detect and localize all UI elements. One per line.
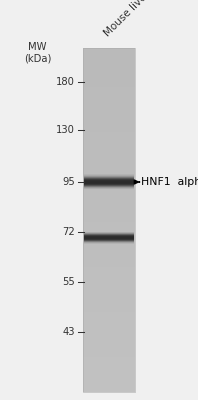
Bar — [84, 186, 134, 187]
Bar — [84, 175, 134, 176]
Bar — [84, 182, 134, 183]
Bar — [84, 175, 134, 176]
Bar — [84, 189, 134, 190]
Bar — [84, 236, 134, 237]
Bar — [84, 242, 134, 243]
Bar — [84, 181, 134, 182]
Bar — [84, 233, 134, 234]
Bar — [84, 179, 134, 180]
Text: 55: 55 — [63, 277, 75, 287]
Bar — [84, 234, 134, 235]
Bar — [84, 174, 134, 175]
Bar — [84, 241, 134, 242]
Bar — [84, 183, 134, 184]
Bar — [84, 238, 134, 239]
Text: 130: 130 — [56, 125, 75, 135]
Bar — [84, 238, 134, 239]
Bar — [84, 187, 134, 188]
Bar — [84, 174, 134, 175]
Bar — [84, 236, 134, 237]
Bar — [84, 178, 134, 179]
Bar — [84, 177, 134, 178]
Bar — [84, 177, 134, 178]
Bar — [84, 181, 134, 182]
Bar — [84, 241, 134, 242]
Bar — [84, 179, 134, 180]
Bar — [84, 183, 134, 184]
Text: 43: 43 — [63, 327, 75, 337]
Bar — [84, 239, 134, 240]
Bar — [84, 235, 134, 236]
Bar — [84, 188, 134, 189]
Bar — [84, 240, 134, 241]
Bar — [84, 243, 134, 244]
Bar — [84, 237, 134, 238]
Bar — [84, 180, 134, 181]
Bar — [84, 179, 134, 180]
Bar — [84, 176, 134, 177]
Bar — [84, 188, 134, 189]
Bar — [84, 184, 134, 185]
Bar — [84, 243, 134, 244]
Bar — [84, 182, 134, 183]
Bar — [84, 237, 134, 238]
Bar — [83, 48, 135, 392]
Bar — [84, 184, 134, 185]
Bar — [84, 180, 134, 181]
Bar — [84, 177, 134, 178]
Bar — [84, 232, 134, 233]
Text: Mouse liver: Mouse liver — [103, 0, 152, 38]
Bar — [84, 240, 134, 241]
Text: 95: 95 — [63, 177, 75, 187]
Bar — [84, 185, 134, 186]
Bar — [84, 233, 134, 234]
Bar — [84, 241, 134, 242]
Bar — [84, 178, 134, 179]
Bar — [84, 178, 134, 179]
Bar — [84, 181, 134, 182]
Bar — [84, 235, 134, 236]
Text: 180: 180 — [56, 77, 75, 87]
Bar — [84, 186, 134, 187]
Bar — [84, 239, 134, 240]
Bar — [84, 183, 134, 184]
Bar — [84, 238, 134, 239]
Bar — [84, 242, 134, 243]
Bar — [84, 174, 134, 175]
Text: MW
(kDa): MW (kDa) — [24, 42, 51, 64]
Text: HNF1  alpha: HNF1 alpha — [141, 177, 198, 187]
Bar — [84, 185, 134, 186]
Bar — [84, 185, 134, 186]
Bar — [84, 240, 134, 241]
Bar — [84, 175, 134, 176]
Bar — [84, 176, 134, 177]
Bar — [84, 187, 134, 188]
Text: 72: 72 — [63, 227, 75, 237]
Bar — [84, 243, 134, 244]
Bar — [84, 176, 134, 177]
Bar — [84, 239, 134, 240]
Bar — [84, 232, 134, 233]
Bar — [84, 235, 134, 236]
Bar — [84, 180, 134, 181]
Bar — [84, 234, 134, 235]
Bar — [84, 242, 134, 243]
Bar — [84, 236, 134, 237]
Bar — [84, 234, 134, 235]
Bar — [84, 232, 134, 233]
